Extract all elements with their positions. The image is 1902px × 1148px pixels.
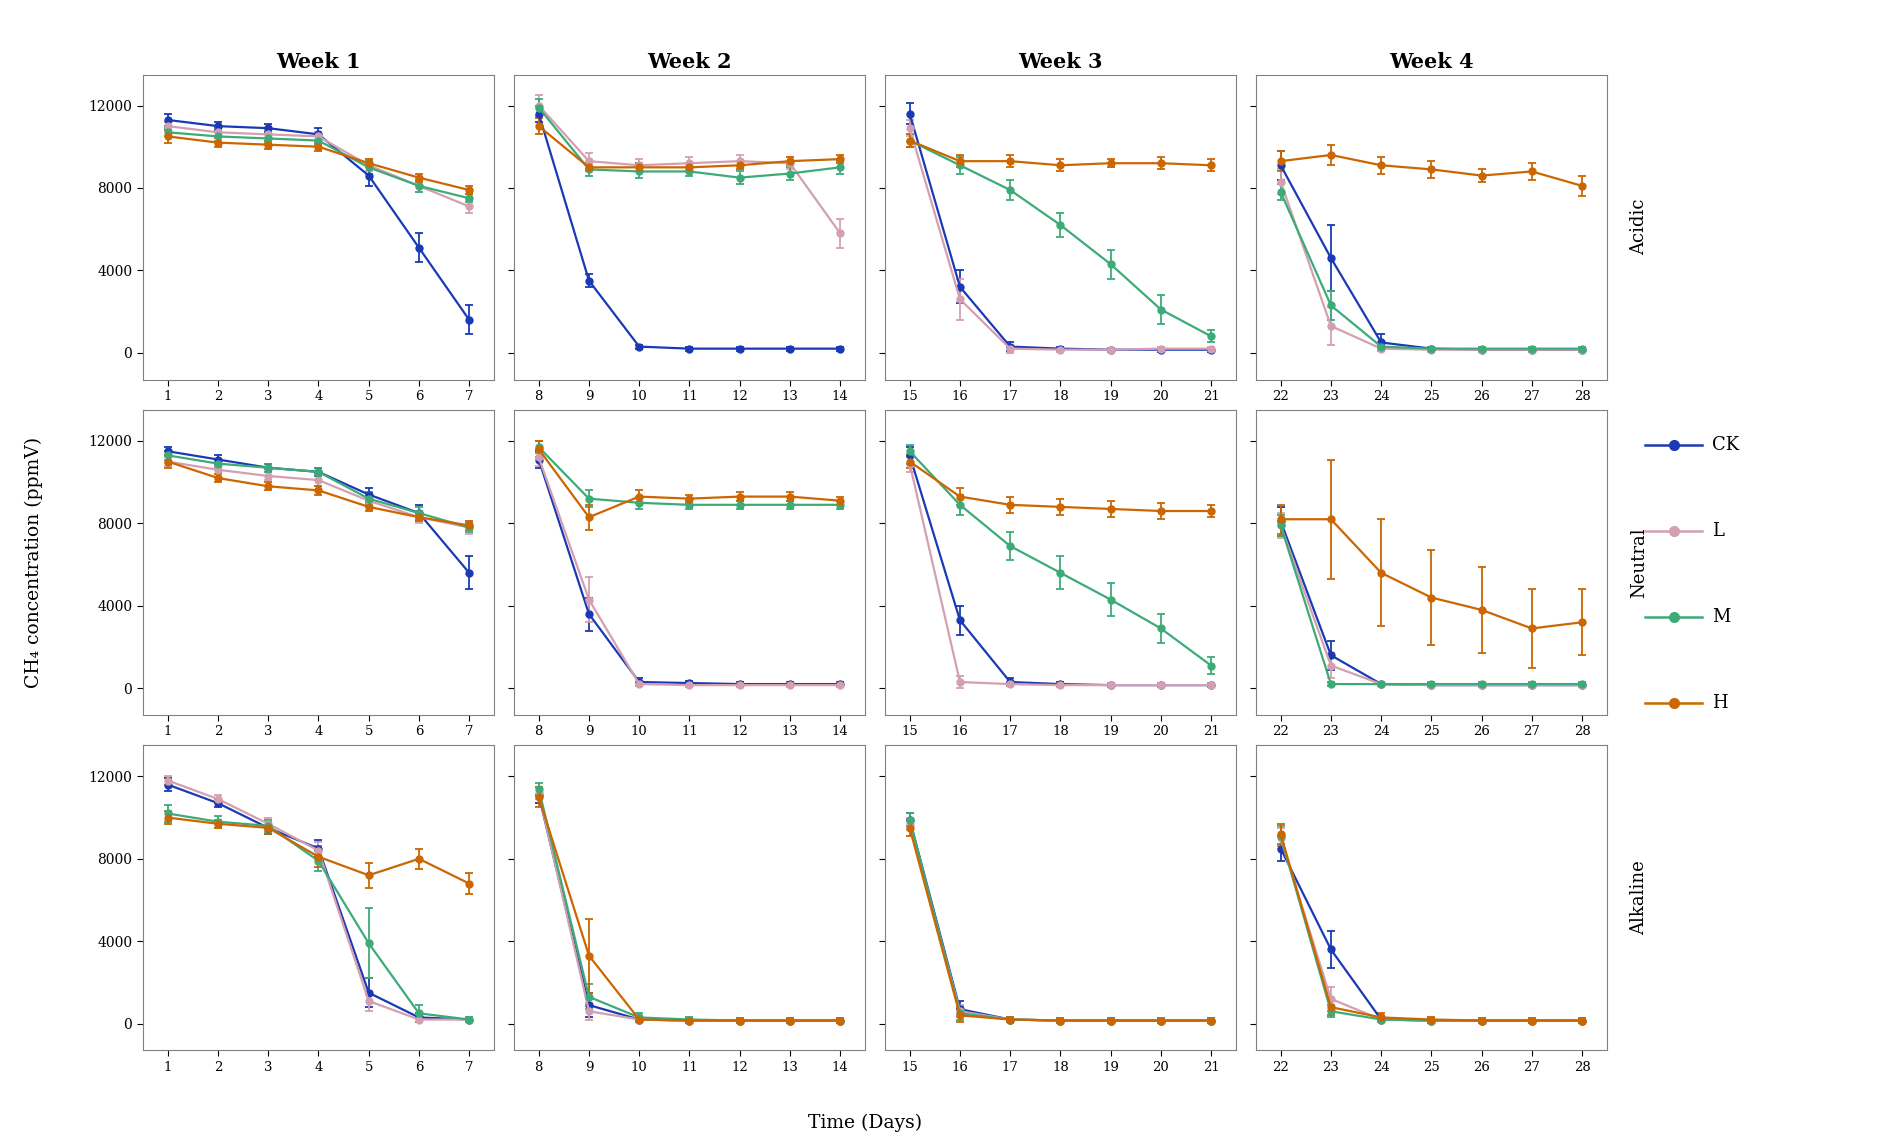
- Text: Neutral: Neutral: [1630, 527, 1647, 598]
- Title: Week 2: Week 2: [647, 52, 732, 71]
- Title: Week 4: Week 4: [1388, 52, 1474, 71]
- Text: L: L: [1712, 522, 1723, 540]
- Text: M: M: [1712, 608, 1731, 626]
- Text: CK: CK: [1712, 436, 1738, 453]
- Text: Alkaline: Alkaline: [1630, 861, 1647, 936]
- Title: Week 1: Week 1: [276, 52, 361, 71]
- Title: Week 3: Week 3: [1018, 52, 1103, 71]
- Text: Acidic: Acidic: [1630, 199, 1647, 255]
- Text: H: H: [1712, 695, 1727, 712]
- Text: Time (Days): Time (Days): [808, 1114, 922, 1132]
- Text: CH₄ concentration (ppmV): CH₄ concentration (ppmV): [25, 437, 44, 688]
